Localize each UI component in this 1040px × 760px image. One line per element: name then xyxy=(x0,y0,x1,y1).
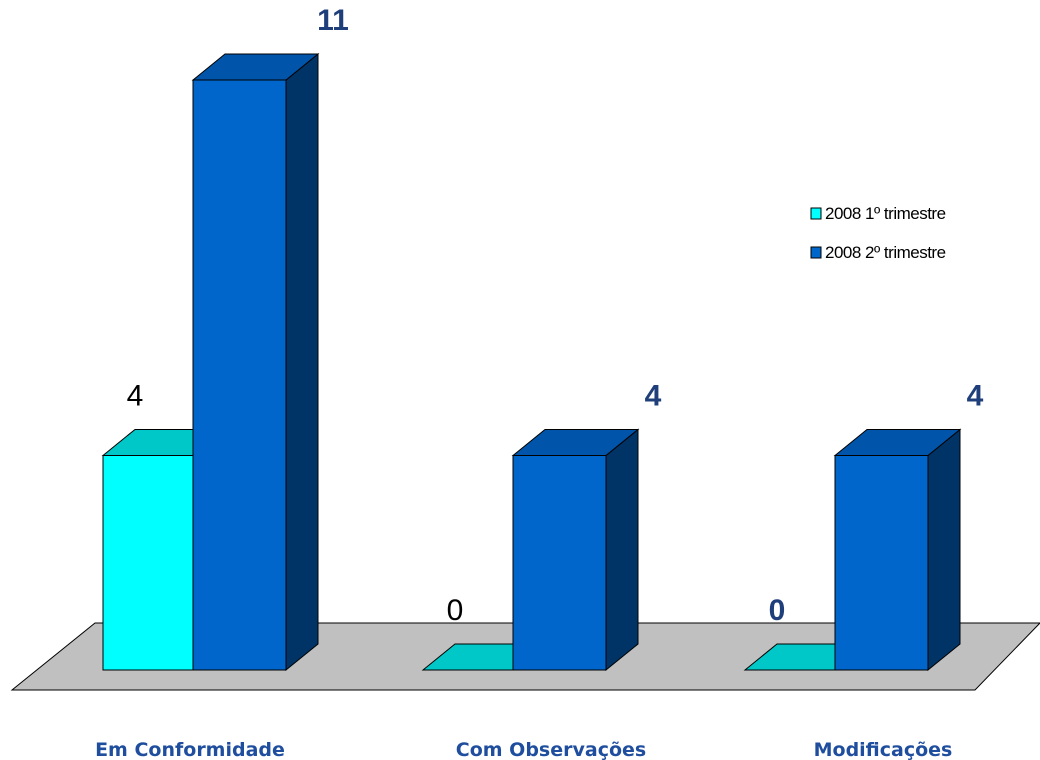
legend-swatch xyxy=(810,207,822,220)
bar-series1-front xyxy=(102,454,194,671)
category-label: Em Conformidade xyxy=(95,739,285,760)
value-labels-group: 4 11 0 4 0 4 xyxy=(127,4,984,627)
value-label-series2: 4 xyxy=(967,379,984,412)
category-label: Com Observações xyxy=(456,739,646,760)
legend-swatch xyxy=(810,246,822,259)
bar-series2-top xyxy=(833,428,962,456)
value-label-series1: 4 xyxy=(127,379,144,412)
value-label-series1: 0 xyxy=(447,594,464,627)
value-label-series2: 11 xyxy=(317,4,349,37)
bars-group xyxy=(101,52,962,672)
value-label-series1: 0 xyxy=(769,594,786,627)
value-label-series2: 4 xyxy=(645,379,662,412)
category-labels-group: Em Conformidade Com Observações Modificaçõ… xyxy=(95,739,952,760)
bar-series2-top xyxy=(191,53,320,81)
bar-series2-side xyxy=(605,428,639,672)
bar-series2-front xyxy=(834,454,929,671)
bar-series2-side xyxy=(285,52,319,672)
legend-label: 2008 1º trimestre xyxy=(825,204,946,223)
bar-series2-front xyxy=(512,454,607,671)
bar-series2-side xyxy=(927,428,961,672)
bar-series2-top xyxy=(511,428,640,456)
bar-series2-front xyxy=(192,79,287,671)
legend: 2008 1º trimestre 2008 2º trimestre xyxy=(810,204,946,262)
category-label: Modificações xyxy=(814,739,953,760)
legend-label: 2008 2º trimestre xyxy=(825,243,946,262)
